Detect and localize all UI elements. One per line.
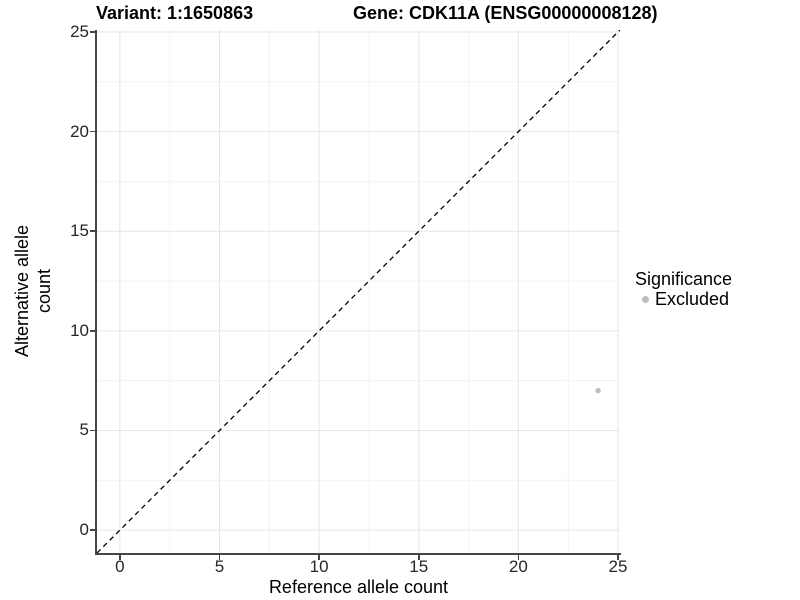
x-tick-mark: [617, 555, 619, 560]
y-tick-label: 20: [70, 121, 89, 141]
y-tick-label: 10: [70, 320, 89, 340]
plot-title-gene: Gene: CDK11A (ENSG00000008128): [353, 3, 658, 23]
x-tick-mark: [318, 555, 320, 560]
x-tick-mark: [517, 555, 520, 560]
x-tick-label: 10: [309, 557, 329, 576]
y-tick-label: 25: [70, 21, 89, 41]
x-tick-mark: [119, 555, 121, 560]
y-axis-title: Alternative allele count: [12, 224, 54, 358]
x-tick-label: 0: [115, 557, 125, 576]
y-tick-mark: [90, 429, 95, 432]
legend-items: Excluded: [635, 289, 732, 309]
x-axis-line: [95, 553, 621, 555]
y-tick-mark: [90, 529, 95, 531]
x-tick-mark: [418, 555, 420, 560]
plot-title-variant: Variant: 1:1650863: [96, 3, 254, 23]
identity-dashed-line: [97, 30, 620, 553]
y-tick-label: 15: [70, 221, 89, 241]
legend-title: Significance: [635, 269, 733, 289]
x-tick-mark: [218, 555, 221, 560]
data-point-excluded: [595, 387, 601, 394]
legend-item-label: Excluded: [655, 289, 730, 309]
x-tick-label: 25: [608, 557, 628, 576]
x-tick-label: 15: [409, 557, 429, 576]
y-tick-mark: [90, 230, 95, 232]
legend-key-dot-icon: [642, 296, 649, 303]
y-tick-mark: [90, 330, 95, 332]
legend: Significance Excluded: [635, 269, 733, 310]
plot-panel: [97, 30, 620, 553]
y-tick-mark: [90, 31, 95, 33]
x-tick-label: 5: [214, 557, 225, 576]
legend-item-excluded: Excluded: [635, 289, 732, 309]
y-tick-label: 5: [79, 420, 89, 440]
y-tick-mark: [90, 130, 95, 133]
x-tick-label: 20: [508, 557, 528, 576]
y-axis-line: [95, 30, 97, 555]
plot-layer: [97, 30, 620, 553]
x-axis-title: Reference allele count: [268, 577, 449, 597]
y-tick-label: 0: [79, 520, 89, 540]
